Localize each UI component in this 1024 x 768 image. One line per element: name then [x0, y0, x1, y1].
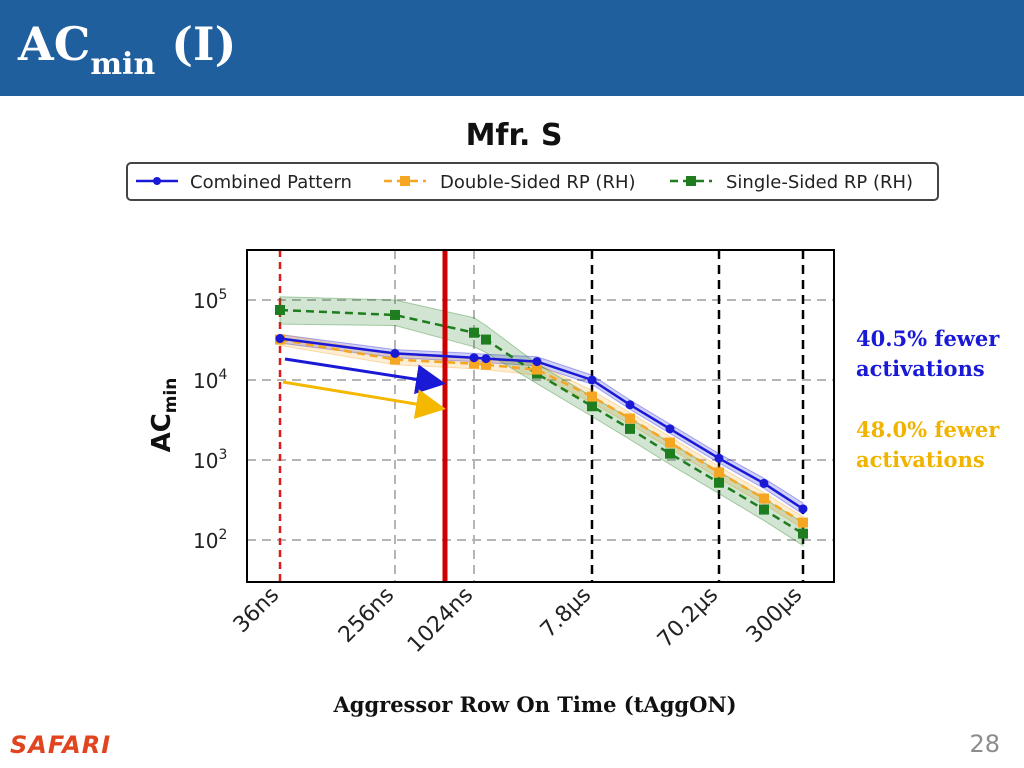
page-number: 28	[969, 730, 1000, 758]
y-tick-label: 102	[193, 527, 227, 553]
y-tick-exponent: 4	[218, 367, 227, 383]
x-tick-label: 256ns	[334, 583, 399, 648]
x-tick-label: 70.2µs	[653, 583, 723, 653]
data-point	[481, 334, 491, 345]
gold-arrow	[282, 380, 446, 419]
data-point	[532, 364, 542, 375]
gold-annotation: 48.0% fewer activations	[856, 417, 1000, 472]
data-point	[759, 504, 769, 515]
data-point	[469, 353, 479, 363]
y-tick-exponent: 2	[218, 527, 227, 543]
data-point	[714, 467, 724, 478]
data-point	[532, 357, 542, 367]
y-axis-label-subscript: min	[161, 378, 181, 414]
data-point	[798, 504, 808, 514]
slide-title-suffix: (I)	[155, 17, 237, 71]
y-tick-exponent: 3	[218, 447, 227, 463]
data-point	[665, 424, 675, 434]
x-tick-label: 36ns	[229, 583, 284, 638]
data-point	[798, 517, 808, 528]
y-tick-exponent: 5	[218, 287, 227, 303]
data-point	[275, 334, 285, 344]
y-tick-label: 104	[193, 367, 227, 393]
legend-label: Combined Pattern	[190, 172, 352, 193]
data-point	[390, 348, 400, 358]
data-point	[469, 358, 479, 369]
y-tick-label: 103	[193, 447, 227, 473]
slide-title-main: AC	[18, 17, 91, 71]
x-tick-label: 300µs	[742, 583, 807, 648]
legend-marker	[153, 177, 161, 185]
data-point	[714, 477, 724, 488]
blue-arrow	[284, 357, 446, 395]
data-point	[665, 437, 675, 448]
y-axis-label: ACmin	[147, 378, 181, 453]
slide-title-subscript: min	[90, 47, 156, 82]
data-point	[275, 304, 285, 315]
legend-marker	[400, 176, 410, 186]
safari-logo: SAFARI	[10, 731, 112, 759]
blue-annotation: 40.5% fewer activations	[856, 326, 1000, 381]
chart-title: Mfr. S	[466, 118, 563, 153]
series-line-2	[279, 308, 804, 535]
plot-border	[246, 249, 835, 583]
data-point	[481, 354, 491, 364]
data-point	[625, 413, 635, 424]
legend-label: Single-Sided RP (RH)	[726, 172, 913, 193]
data-point	[587, 391, 597, 402]
slide-title: ACmin (I)	[18, 14, 236, 95]
chart: 102 103 104 105 36ns 256ns 1024ns 7.8µs 70.2µs 30…	[126, 118, 939, 658]
x-tick-label: 7.8µs	[536, 583, 596, 643]
data-point	[798, 528, 808, 539]
x-tick-label: 1024ns	[403, 583, 478, 658]
band-single-sided	[279, 296, 804, 547]
plot-area	[247, 250, 834, 582]
data-point	[469, 327, 479, 338]
data-point	[625, 423, 635, 434]
data-point	[714, 453, 724, 463]
data-point	[481, 359, 491, 370]
data-point	[587, 401, 597, 412]
data-point	[625, 400, 635, 410]
y-tick-label: 105	[193, 287, 227, 313]
data-point	[665, 448, 675, 459]
data-point	[390, 309, 400, 320]
series-line-1	[279, 338, 804, 524]
legend-box	[126, 162, 939, 201]
data-point	[390, 354, 400, 365]
legend-label: Double-Sided RP (RH)	[440, 172, 636, 193]
title-bar	[0, 0, 1024, 96]
data-point	[759, 493, 769, 504]
x-axis-label: Aggressor Row On Time (tAggON)	[333, 692, 737, 717]
data-point	[587, 375, 597, 385]
data-point	[759, 478, 769, 488]
legend-marker	[686, 176, 696, 186]
